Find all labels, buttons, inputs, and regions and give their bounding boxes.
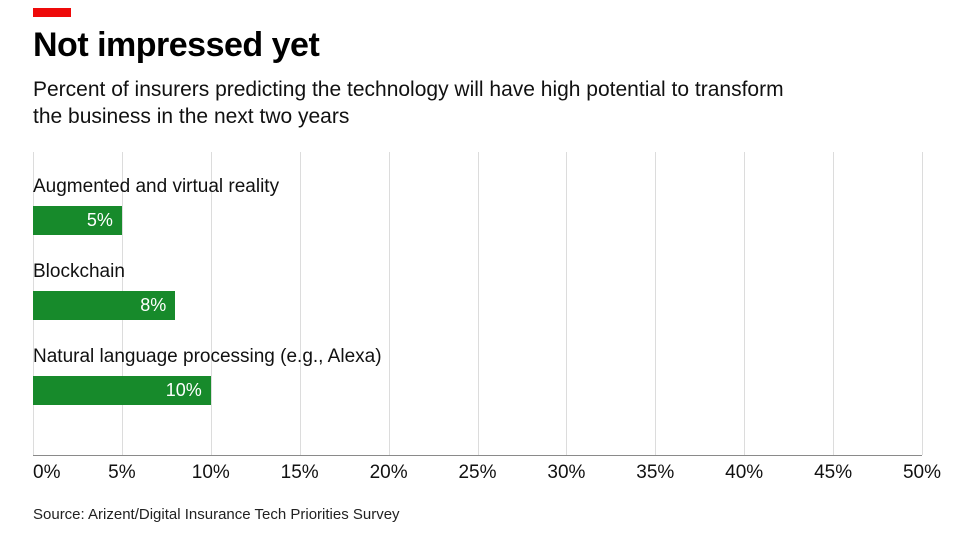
gridline: [922, 152, 923, 455]
x-tick-label: 45%: [814, 462, 853, 483]
gridline: [299, 152, 301, 455]
gridline: [477, 152, 479, 455]
chart-area: Augmented and virtual reality 5% Blockchai…: [33, 152, 923, 456]
bar: 8%: [33, 291, 176, 320]
x-tick-label: 20%: [369, 462, 408, 483]
x-tick-label: 30%: [547, 462, 586, 483]
x-axis: 0% 5% 10% 15% 20% 25% 30% 35% 40% 45% 50%: [33, 456, 941, 486]
x-tick-label: 10%: [191, 462, 230, 483]
x-tick-label: 50%: [902, 462, 942, 483]
bar: 5%: [33, 206, 122, 235]
bar-row: Augmented and virtual reality 5%: [33, 176, 922, 235]
x-tick-label: 25%: [458, 462, 497, 483]
x-tick-label: 40%: [725, 462, 764, 483]
gridline: [833, 152, 835, 455]
accent-bar: [33, 8, 71, 17]
gridline: [210, 152, 212, 455]
chart-title: Not impressed yet: [33, 26, 320, 64]
gridline: [744, 152, 746, 455]
x-tick-label: 35%: [636, 462, 675, 483]
bar-value-label: 5%: [86, 210, 113, 230]
bar-row: Blockchain 8%: [33, 261, 922, 320]
bar-value-label: 10%: [165, 380, 202, 400]
x-tick-label: 5%: [108, 462, 136, 483]
bar-row: Natural language processing (e.g., Alexa…: [33, 346, 922, 405]
gridline: [388, 152, 390, 455]
gridline: [566, 152, 568, 455]
bar-category-label: Augmented and virtual reality: [33, 176, 280, 197]
gridline: [655, 152, 657, 455]
bar-category-label: Natural language processing (e.g., Alexa…: [33, 346, 382, 367]
bar-category-label: Blockchain: [33, 261, 125, 282]
source-note: Source: Arizent/Digital Insurance Tech P…: [33, 506, 400, 523]
bar-value-label: 8%: [140, 295, 167, 315]
bar: 10%: [33, 376, 211, 405]
x-tick-label: 15%: [280, 462, 319, 483]
bars: Augmented and virtual reality 5% Blockchai…: [33, 176, 922, 431]
chart-subtitle: Percent of insurers predicting the techn…: [33, 78, 784, 128]
x-tick-label: 0%: [33, 462, 61, 483]
